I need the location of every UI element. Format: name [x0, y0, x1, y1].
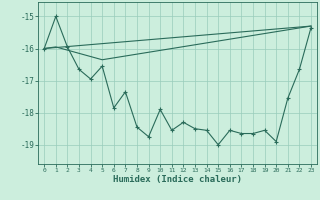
X-axis label: Humidex (Indice chaleur): Humidex (Indice chaleur) [113, 175, 242, 184]
